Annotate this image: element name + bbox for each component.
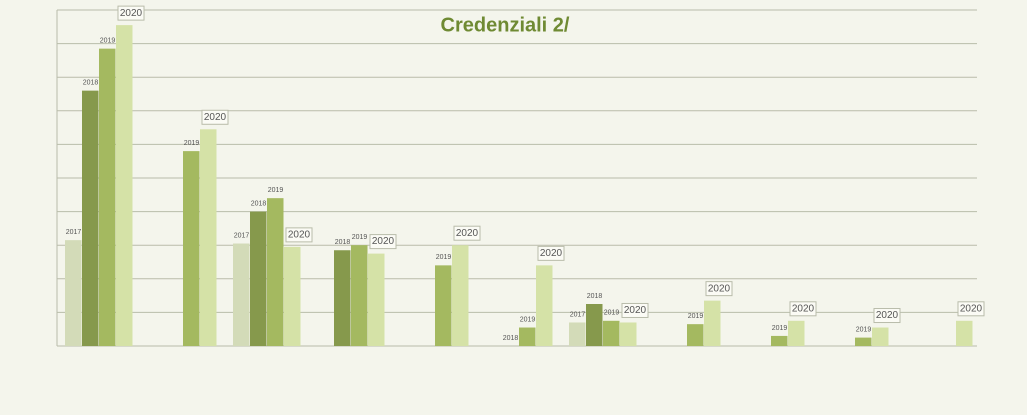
bar-label: 2017 [234,232,250,239]
bar [267,198,284,346]
bar-label: 2020 [540,248,563,259]
label-box [957,301,985,317]
bar [116,25,133,347]
bar [956,320,973,346]
bar-label: 2018 [83,79,99,86]
bar-label: 2019 [352,234,368,241]
bar [569,322,586,346]
bar-label: 2018 [335,239,351,246]
bar [233,243,250,346]
bar [435,265,452,346]
label-box [705,281,733,297]
bar [788,320,805,346]
bar [99,48,116,346]
bar [586,304,603,346]
bar-label: 2019 [268,187,284,194]
bar-label: 2017 [570,311,586,318]
bar [82,90,99,346]
label-box [873,308,901,324]
bar-label: 2020 [456,228,479,239]
bar [334,250,351,346]
bar [855,337,872,346]
bar [368,253,385,346]
bar-label: 2018 [503,335,519,342]
label-box [537,245,565,261]
bar-label: 2020 [708,283,731,294]
bar [65,240,82,346]
label-box [285,227,313,243]
bar-label: 2020 [204,112,227,123]
bar-label: 2019 [436,254,452,261]
label-box [453,225,481,241]
bar-label: 2020 [792,303,815,314]
bar [771,335,788,346]
bar-label: 2020 [372,236,395,247]
label-box [117,5,145,21]
bar [704,300,721,346]
label-box [621,302,649,318]
bar-label: 2020 [960,303,983,314]
bar-label: 2019 [856,326,872,333]
bar [872,327,889,346]
bar [183,151,200,346]
bar [603,320,620,346]
bar [620,322,637,346]
chart-title: Credenziali 2/ [441,14,570,36]
bar-label: 2020 [120,8,143,19]
bar-label: 2019 [604,310,620,317]
bar-label: 2018 [251,200,267,207]
label-box [201,109,229,125]
bar [452,245,469,346]
bar [687,324,704,346]
bar [351,245,368,346]
bar-label: 2019 [772,325,788,332]
bar [250,211,267,346]
bar-label: 2020 [288,230,311,241]
bar [200,129,217,346]
label-box [369,234,397,250]
bar [536,265,553,346]
bar-label: 2019 [184,140,200,147]
bar [519,327,536,346]
label-box [789,301,817,317]
bar-label: 2020 [876,310,899,321]
bar [284,246,301,346]
bar-label: 2020 [624,305,647,316]
bar-label: 2019 [100,37,116,44]
bar-label: 2017 [66,229,82,236]
bar-label: 2019 [688,313,704,320]
bar-label: 2018 [587,293,603,300]
bar-label: 2019 [520,316,536,323]
